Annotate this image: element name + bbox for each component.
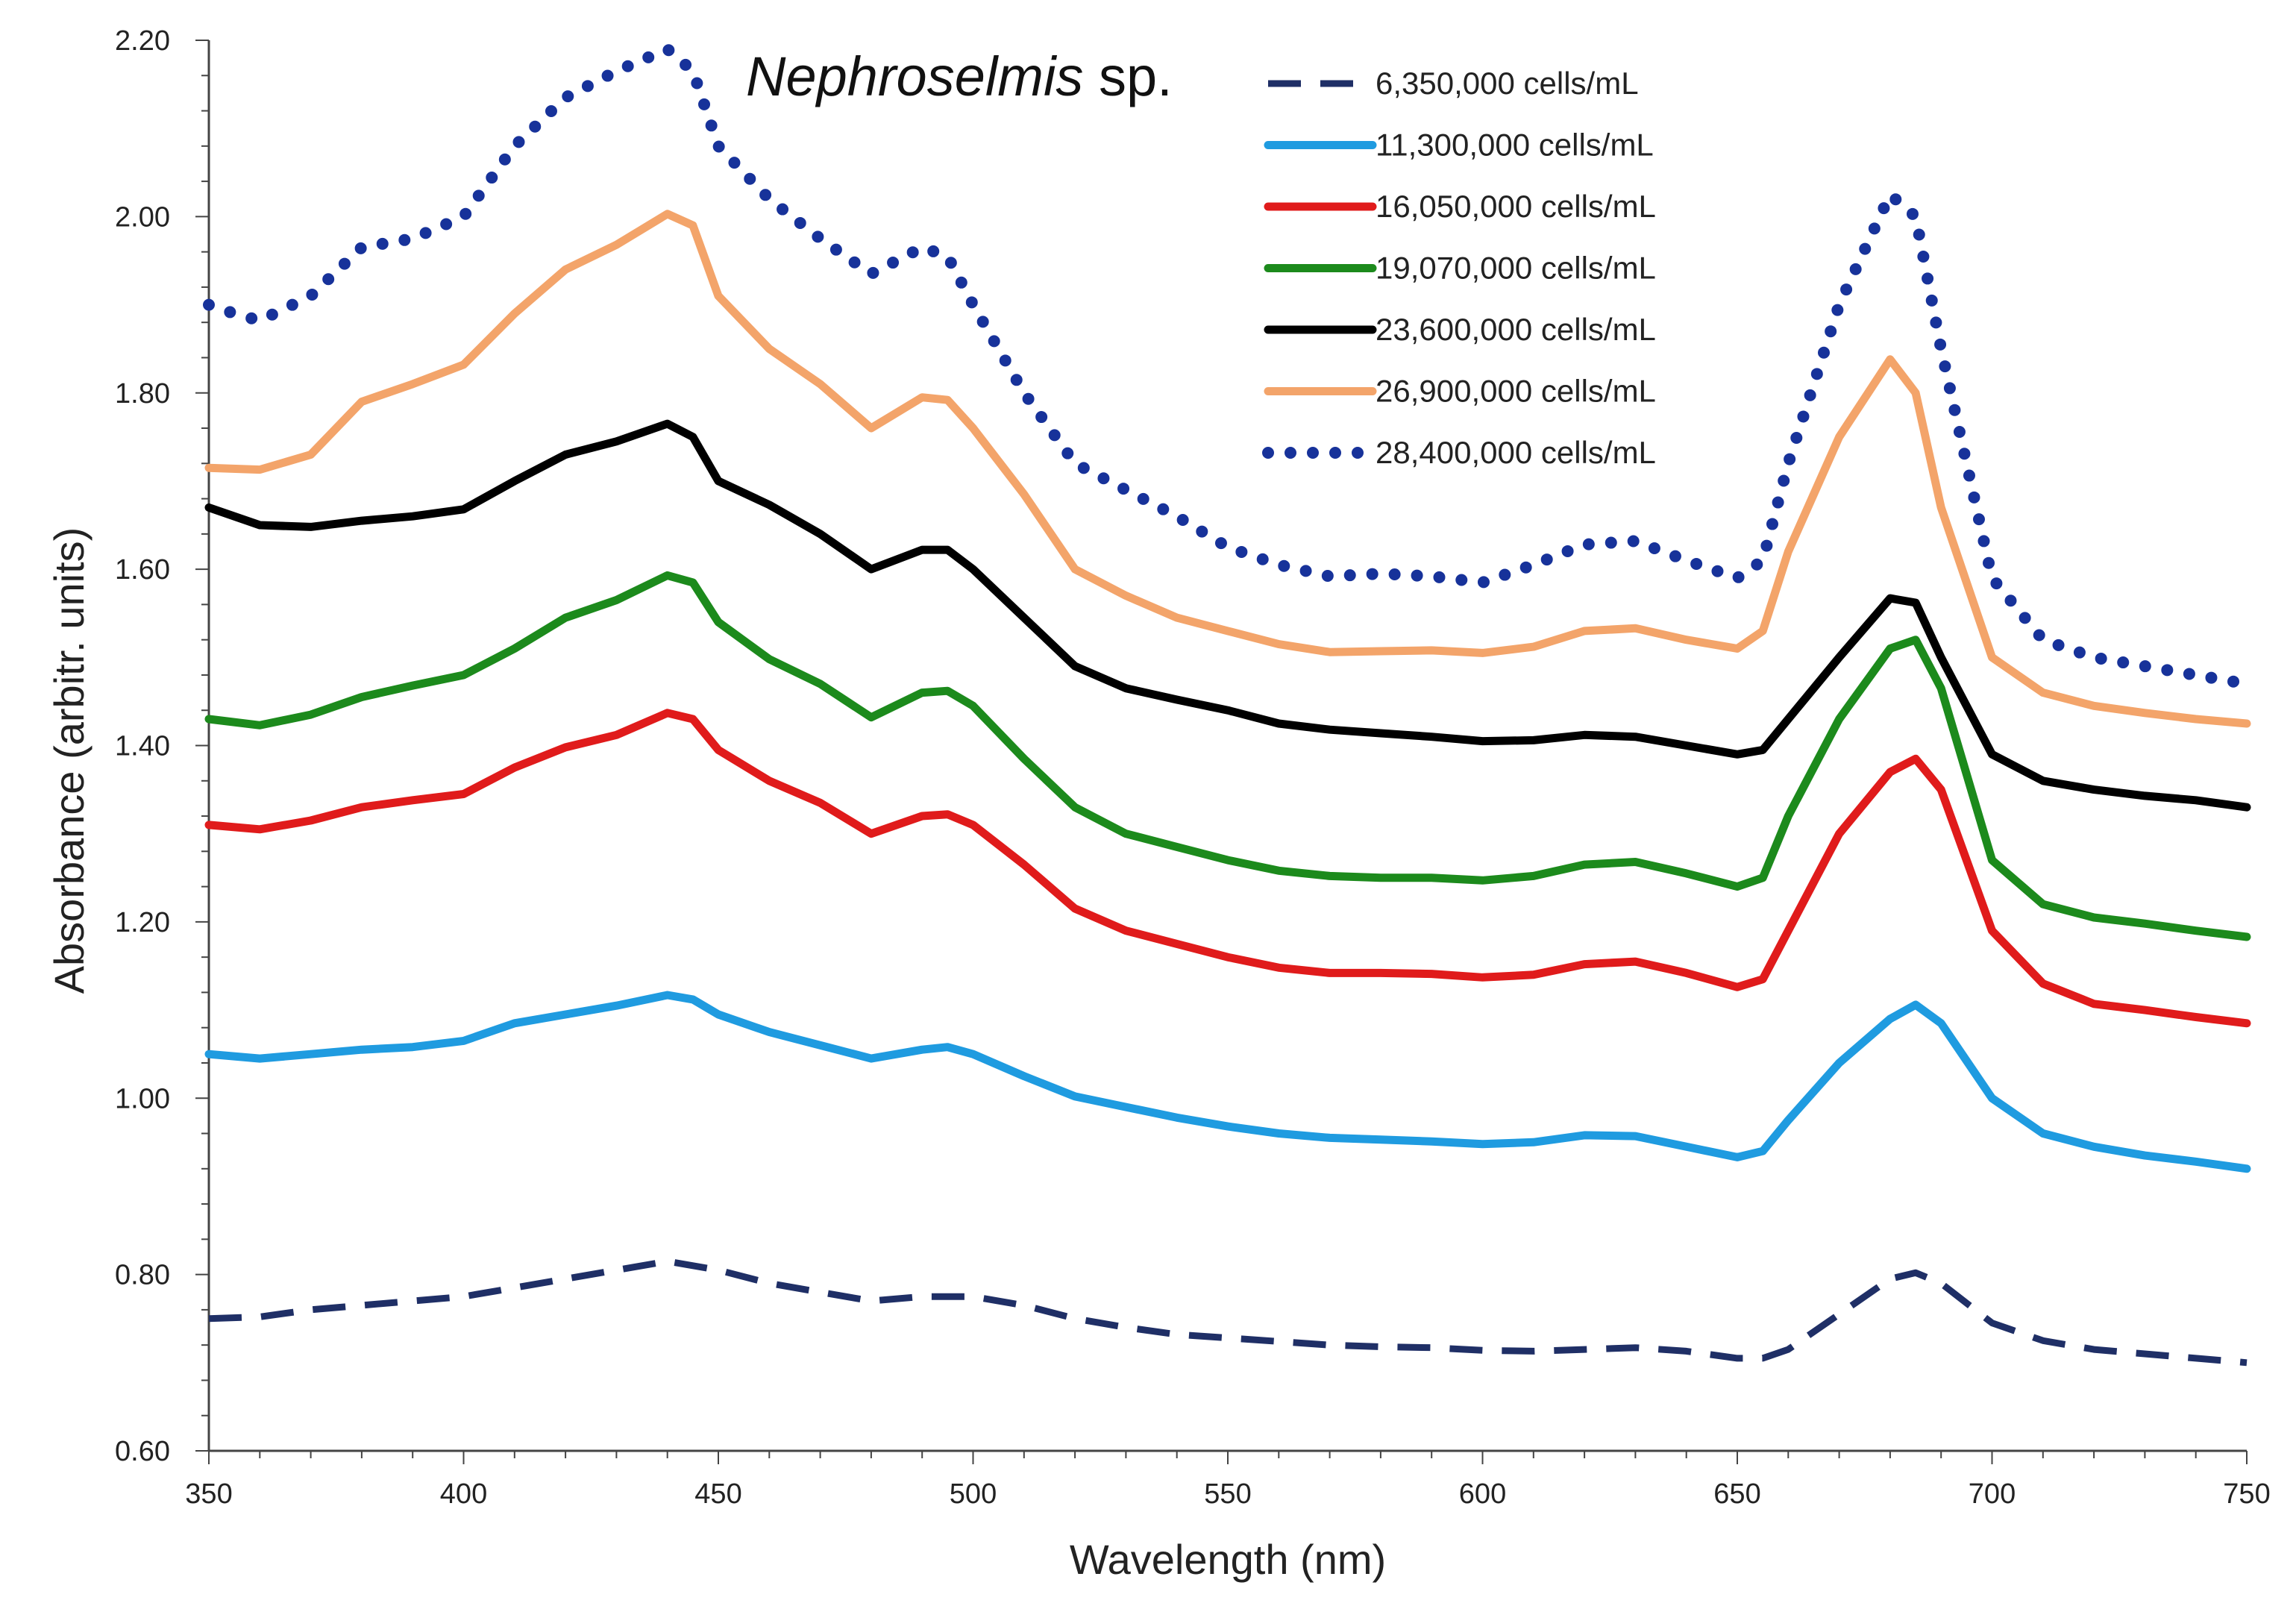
x-tick-label: 750 bbox=[2223, 1478, 2270, 1510]
y-tick-label: 1.40 bbox=[115, 731, 170, 762]
x-tick-label: 450 bbox=[694, 1478, 741, 1510]
legend-label-2: 11,300,000 cells/mL bbox=[1376, 128, 1654, 163]
legend-label-5: 23,600,000 cells/mL bbox=[1376, 312, 1656, 347]
chart-title: Nephroselmis sp. bbox=[746, 46, 1173, 107]
x-tick-label: 700 bbox=[1969, 1478, 2016, 1510]
y-tick-label: 2.00 bbox=[115, 201, 170, 233]
x-axis-title: Wavelength (nm) bbox=[1070, 1536, 1386, 1583]
series-line-5 bbox=[204, 419, 2251, 812]
series-layer bbox=[203, 43, 2253, 1367]
x-tick-label: 500 bbox=[950, 1478, 997, 1510]
y-tick-label: 1.60 bbox=[115, 554, 170, 586]
y-tick-label: 1.00 bbox=[115, 1083, 170, 1114]
x-tick-label: 600 bbox=[1459, 1478, 1506, 1510]
axes: 350 400 450 500 550 600 650 700 750 0.60 0.80 1.00… bbox=[115, 25, 2271, 1510]
x-tick-label: 350 bbox=[185, 1478, 232, 1510]
y-axis-title: Absorbance (arbitr. units) bbox=[46, 527, 92, 994]
chart-title-italic: Nephroselmis bbox=[746, 46, 1083, 107]
series-line-1 bbox=[208, 1258, 2248, 1367]
y-tick-label: 0.80 bbox=[115, 1260, 170, 1291]
legend-label-7: 28,400,000 cells/mL bbox=[1376, 435, 1656, 470]
y-tick-label: 0.60 bbox=[115, 1436, 170, 1467]
legend: 6,350,000 cells/mL 11,300,000 cells/mL 16,… bbox=[1262, 66, 1656, 470]
chart-title-rest: sp. bbox=[1083, 46, 1172, 107]
series-line-6 bbox=[204, 210, 2251, 728]
x-tick-label: 550 bbox=[1204, 1478, 1251, 1510]
legend-label-3: 16,050,000 cells/mL bbox=[1376, 189, 1656, 224]
y-tick-label: 1.80 bbox=[115, 378, 170, 410]
series-line-3 bbox=[204, 709, 2251, 1028]
x-ticks: 350 400 450 500 550 600 650 700 750 bbox=[185, 1451, 2271, 1510]
legend-label-1: 6,350,000 cells/mL bbox=[1376, 66, 1639, 101]
y-tick-label: 2.20 bbox=[115, 25, 170, 57]
legend-label-6: 26,900,000 cells/mL bbox=[1376, 374, 1656, 409]
x-tick-label: 400 bbox=[440, 1478, 487, 1510]
x-tick-label: 650 bbox=[1713, 1478, 1760, 1510]
y-ticks: 0.60 0.80 1.00 1.20 1.40 1.60 1.80 2.00 2.20 bbox=[115, 25, 209, 1467]
series-line-7 bbox=[203, 43, 2253, 690]
series-line-4 bbox=[204, 571, 2251, 941]
series-line-2 bbox=[204, 991, 2251, 1173]
y-tick-label: 1.20 bbox=[115, 907, 170, 938]
legend-label-4: 19,070,000 cells/mL bbox=[1376, 251, 1656, 286]
